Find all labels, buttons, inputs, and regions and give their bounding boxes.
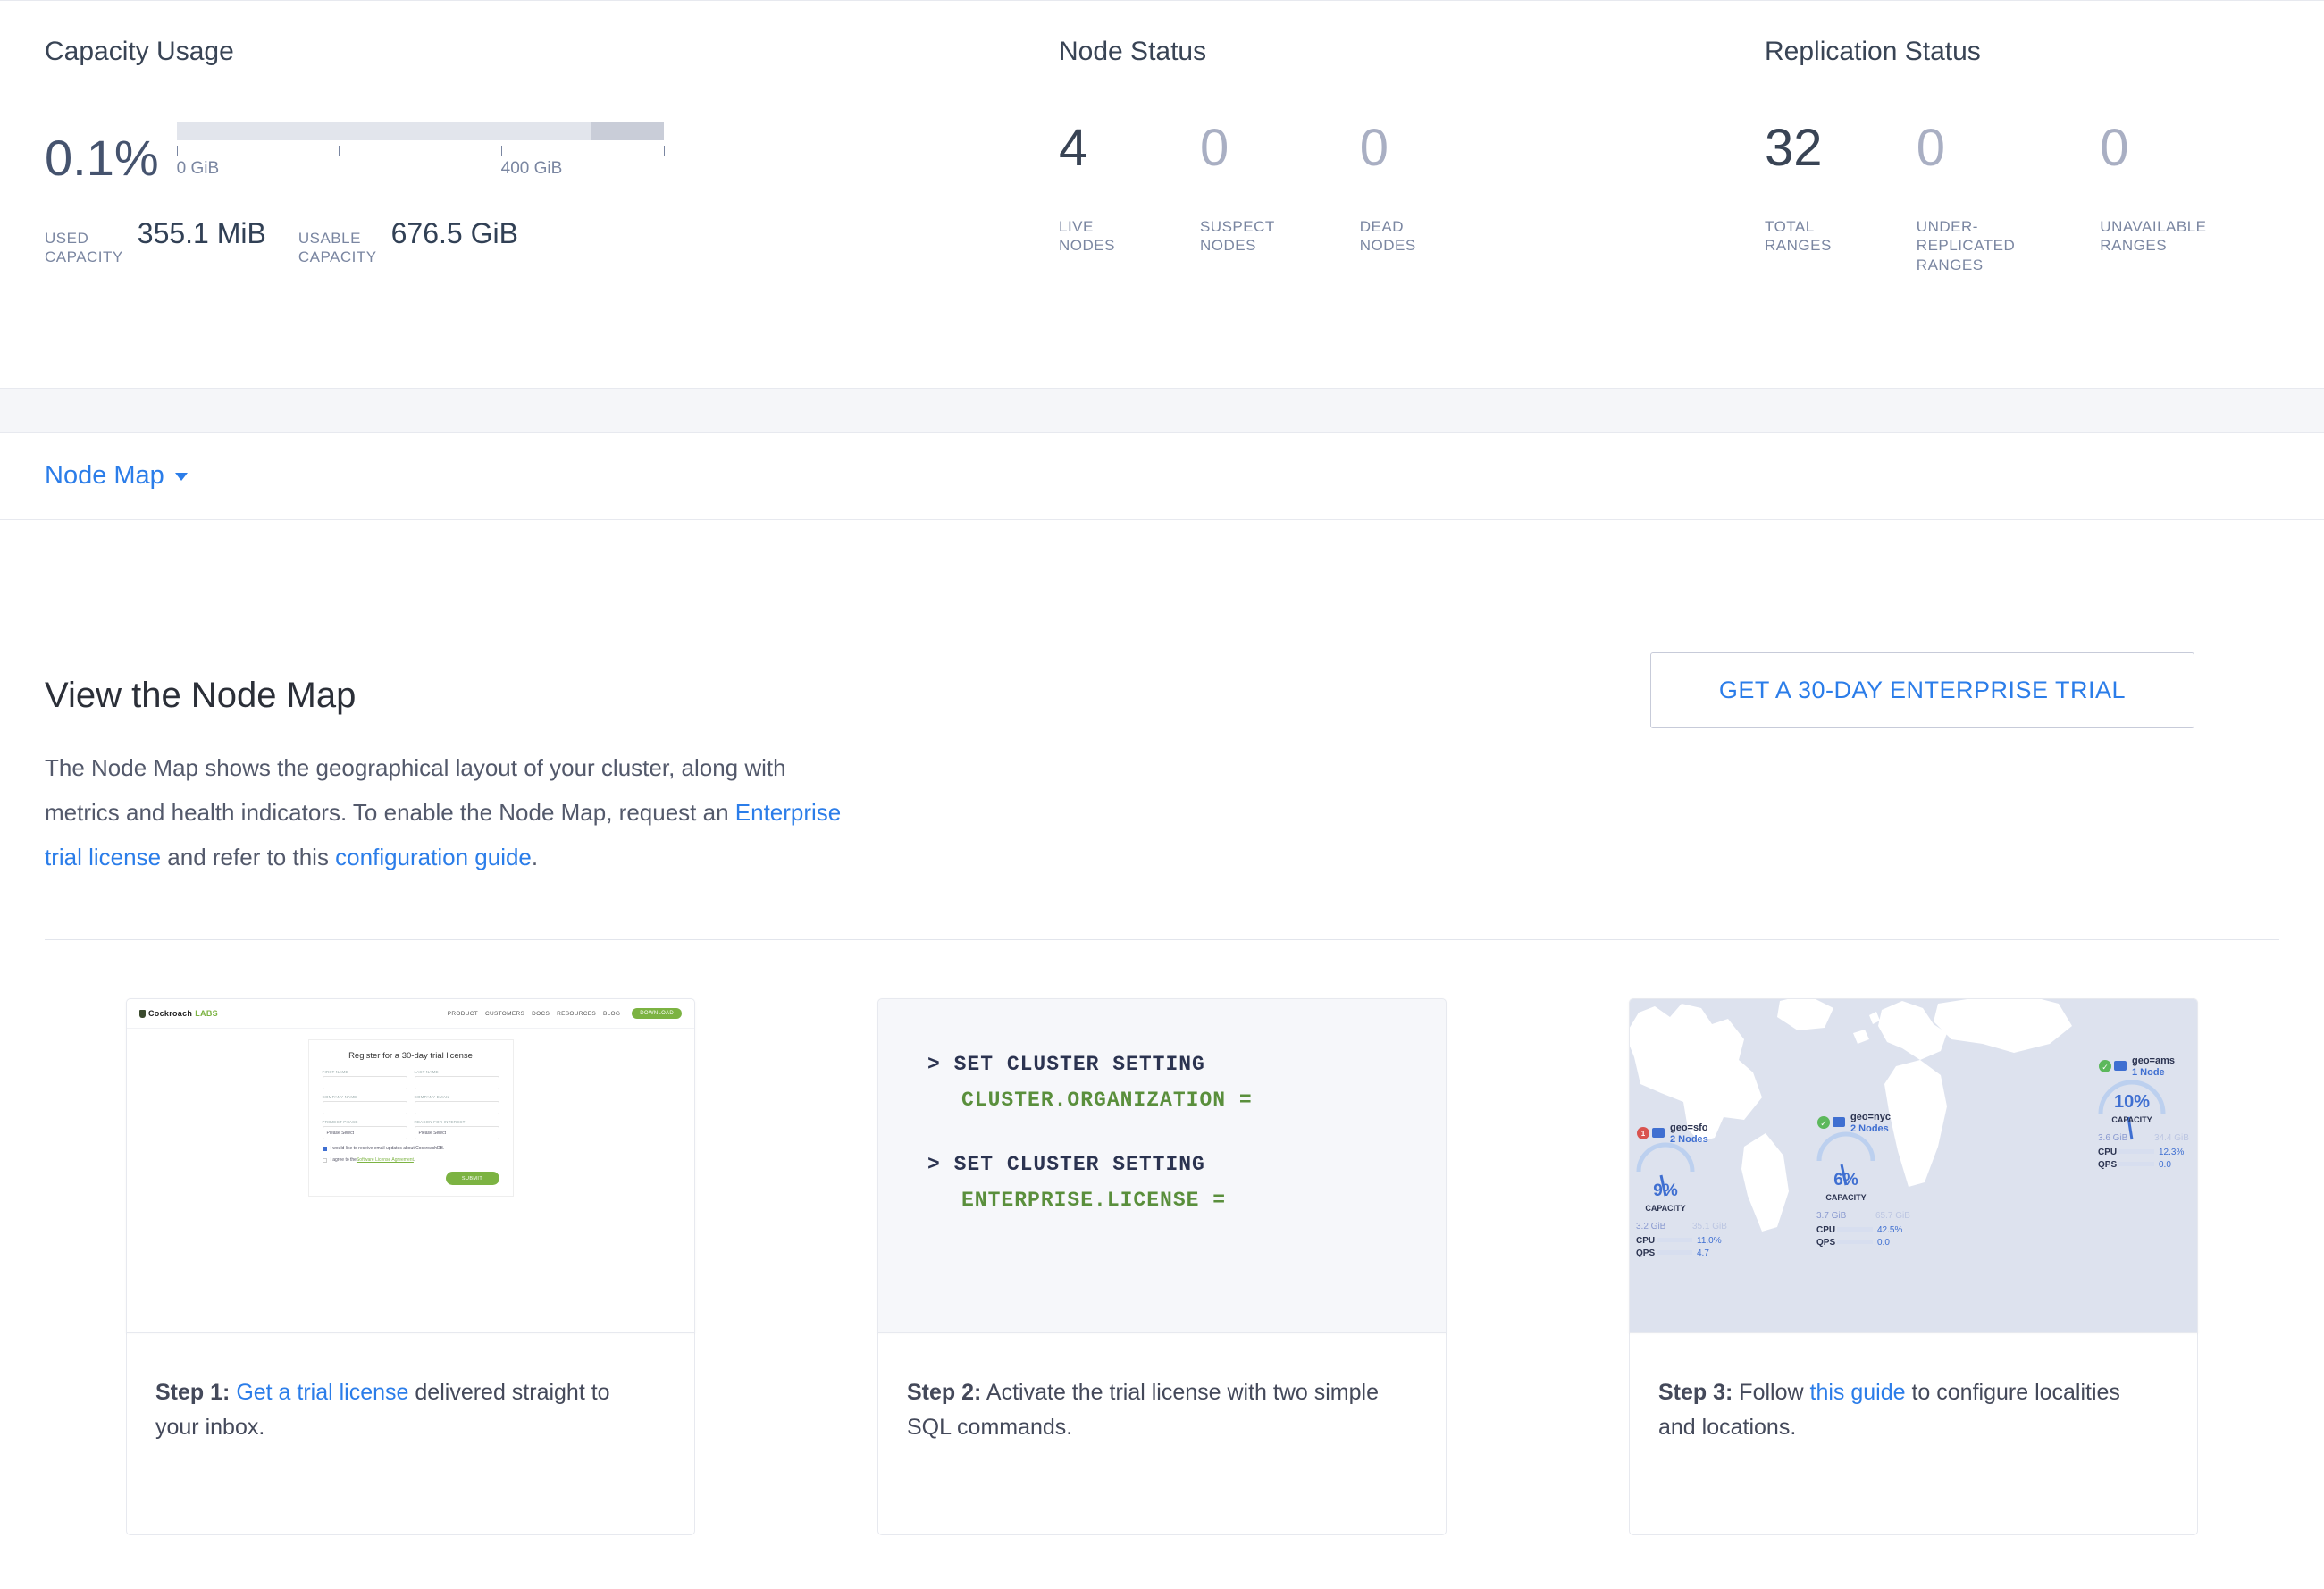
svg-text:6%: 6% (1833, 1171, 1858, 1190)
svg-text:35.1 GiB: 35.1 GiB (1692, 1222, 1727, 1232)
svg-text:3.7 GiB: 3.7 GiB (1816, 1211, 1847, 1221)
svg-text:9%: 9% (1653, 1181, 1678, 1200)
svg-text:QPS: QPS (1636, 1248, 1655, 1258)
svg-text:3.6 GiB: 3.6 GiB (2098, 1133, 2128, 1143)
svg-text:11.0%: 11.0% (1697, 1236, 1722, 1246)
svg-text:CAPACITY: CAPACITY (1645, 1204, 1685, 1213)
svg-text:4.7: 4.7 (1697, 1248, 1709, 1258)
svg-text:2 Nodes: 2 Nodes (1670, 1134, 1708, 1145)
svg-text:CPU: CPU (1636, 1236, 1655, 1246)
svg-text:QPS: QPS (2098, 1160, 2117, 1170)
svg-text:geo=sfo: geo=sfo (1670, 1122, 1708, 1133)
svg-text:0.0: 0.0 (2159, 1160, 2171, 1170)
svg-text:10%: 10% (2114, 1092, 2150, 1112)
svg-text:geo=nyc: geo=nyc (1850, 1112, 1891, 1122)
svg-text:CPU: CPU (1816, 1225, 1835, 1235)
svg-text:1 Node: 1 Node (2132, 1067, 2165, 1078)
svg-text:3.2 GiB: 3.2 GiB (1636, 1222, 1666, 1232)
svg-text:✓: ✓ (2102, 1063, 2109, 1072)
svg-text:42.5%: 42.5% (1877, 1225, 1902, 1235)
svg-text:CAPACITY: CAPACITY (1825, 1193, 1866, 1202)
svg-text:34.4 GiB: 34.4 GiB (2154, 1133, 2189, 1143)
svg-text:2 Nodes: 2 Nodes (1850, 1123, 1889, 1134)
svg-text:QPS: QPS (1816, 1238, 1835, 1248)
svg-text:geo=ams: geo=ams (2132, 1055, 2175, 1066)
svg-text:✓: ✓ (1820, 1119, 1827, 1128)
svg-text:1: 1 (1641, 1130, 1646, 1138)
svg-text:65.7 GiB: 65.7 GiB (1875, 1211, 1910, 1221)
svg-text:12.3%: 12.3% (2159, 1148, 2184, 1157)
svg-text:CPU: CPU (2098, 1148, 2117, 1157)
svg-text:0.0: 0.0 (1877, 1238, 1890, 1248)
svg-text:CAPACITY: CAPACITY (2111, 1115, 2152, 1124)
